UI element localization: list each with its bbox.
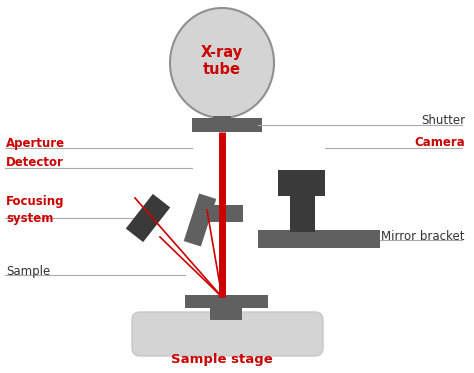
- Ellipse shape: [170, 8, 274, 118]
- Bar: [213, 116, 231, 120]
- Bar: [290, 196, 315, 232]
- Bar: [210, 308, 242, 320]
- Text: Detector: Detector: [6, 157, 64, 169]
- Bar: [185, 295, 268, 308]
- Text: Focusing
system: Focusing system: [6, 195, 64, 225]
- Text: Camera: Camera: [414, 137, 465, 150]
- Bar: [207, 205, 243, 222]
- Text: Sample stage: Sample stage: [171, 354, 273, 367]
- Polygon shape: [126, 194, 170, 242]
- Bar: [278, 170, 325, 196]
- Polygon shape: [184, 194, 216, 247]
- Text: X-ray
tube: X-ray tube: [201, 45, 243, 77]
- Text: Shutter: Shutter: [421, 113, 465, 126]
- Text: Sample: Sample: [6, 264, 50, 278]
- Bar: [258, 230, 380, 248]
- Text: Aperture: Aperture: [6, 137, 65, 150]
- FancyBboxPatch shape: [132, 312, 323, 356]
- Bar: [192, 118, 262, 132]
- Text: Mirror bracket: Mirror bracket: [382, 231, 465, 244]
